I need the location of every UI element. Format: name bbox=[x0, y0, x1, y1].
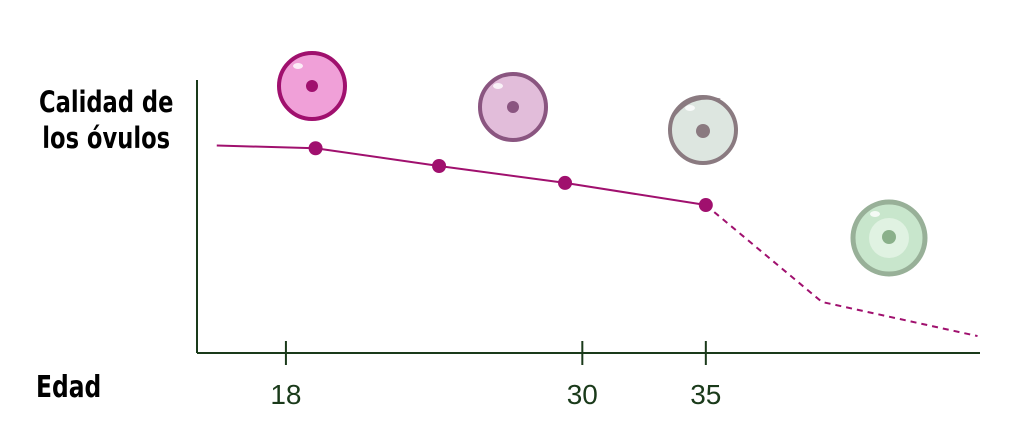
data-point bbox=[308, 141, 323, 156]
x-axis-label: Edad bbox=[36, 370, 102, 405]
egg-cells bbox=[277, 51, 928, 277]
line-series bbox=[705, 204, 978, 338]
axes bbox=[196, 80, 980, 354]
line-series bbox=[216, 144, 706, 207]
data-point bbox=[432, 158, 447, 173]
x-tick-label: 35 bbox=[690, 379, 721, 410]
data-point bbox=[698, 198, 713, 213]
x-tick-label: 30 bbox=[567, 379, 598, 410]
x-tick-label: 18 bbox=[270, 379, 301, 410]
egg-cell bbox=[850, 199, 928, 277]
data-point bbox=[558, 175, 573, 190]
egg-cell bbox=[478, 72, 548, 142]
egg-cell bbox=[277, 51, 347, 121]
egg-cell bbox=[668, 95, 738, 165]
y-axis-label: Calidad de los óvulos bbox=[38, 85, 174, 155]
